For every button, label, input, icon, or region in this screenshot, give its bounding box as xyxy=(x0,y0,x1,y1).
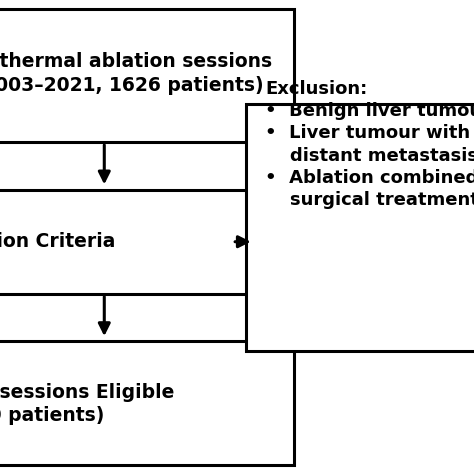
FancyBboxPatch shape xyxy=(0,190,294,294)
FancyBboxPatch shape xyxy=(0,9,294,142)
FancyBboxPatch shape xyxy=(246,104,474,351)
Text: Exclusion:
•  Benign liver tumours
•  Liver tumour with
    distant metastasis
•: Exclusion: • Benign liver tumours • Live… xyxy=(265,80,474,209)
Text: 2,084 thermal ablation sessions
(Jan 2003–2021, 1626 patients): 2,084 thermal ablation sessions (Jan 200… xyxy=(0,52,272,95)
FancyBboxPatch shape xyxy=(0,341,294,465)
Text: 1,948 sessions Eligible
(1,530 patients): 1,948 sessions Eligible (1,530 patients) xyxy=(0,383,174,425)
Text: Inclusion Criteria: Inclusion Criteria xyxy=(0,232,115,251)
